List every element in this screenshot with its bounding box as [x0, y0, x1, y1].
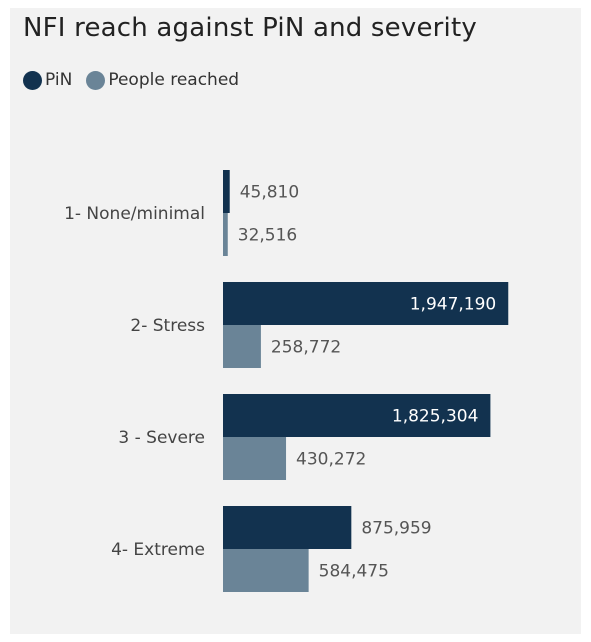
bar-pin[interactable]: [223, 170, 230, 213]
data-label: 875,959: [361, 519, 431, 539]
bar-people-reached[interactable]: [223, 437, 287, 480]
category-label: 2- Stress: [130, 316, 205, 336]
data-label: 32,516: [238, 226, 297, 246]
legend-item-people-reached[interactable]: People reached: [86, 70, 239, 90]
category-label: 1- None/minimal: [64, 204, 205, 224]
chart-legend: PiN People reached: [23, 70, 253, 90]
data-label: 584,475: [319, 562, 389, 582]
legend-swatch-pin: [23, 70, 42, 90]
data-label: 45,810: [240, 183, 299, 203]
data-label: 258,772: [271, 338, 341, 358]
legend-item-pin[interactable]: PiN: [23, 70, 72, 90]
bar-pin[interactable]: [223, 394, 491, 437]
chart-title: NFI reach against PiN and severity: [23, 13, 477, 43]
category-label: 3 - Severe: [118, 428, 205, 448]
data-label: 1,947,190: [410, 295, 497, 315]
data-label: 1,825,304: [392, 407, 479, 427]
legend-swatch-people-reached: [86, 70, 106, 90]
bar-people-reached[interactable]: [223, 213, 228, 256]
legend-label-pin: PiN: [45, 70, 73, 90]
bar-pin[interactable]: [223, 506, 352, 549]
category-label: 4- Extreme: [111, 540, 205, 560]
bar-people-reached[interactable]: [223, 325, 261, 368]
bar-people-reached[interactable]: [223, 549, 309, 592]
data-label: 430,272: [296, 450, 366, 470]
legend-label-people-reached: People reached: [108, 70, 240, 90]
bar-pin[interactable]: [223, 282, 509, 325]
